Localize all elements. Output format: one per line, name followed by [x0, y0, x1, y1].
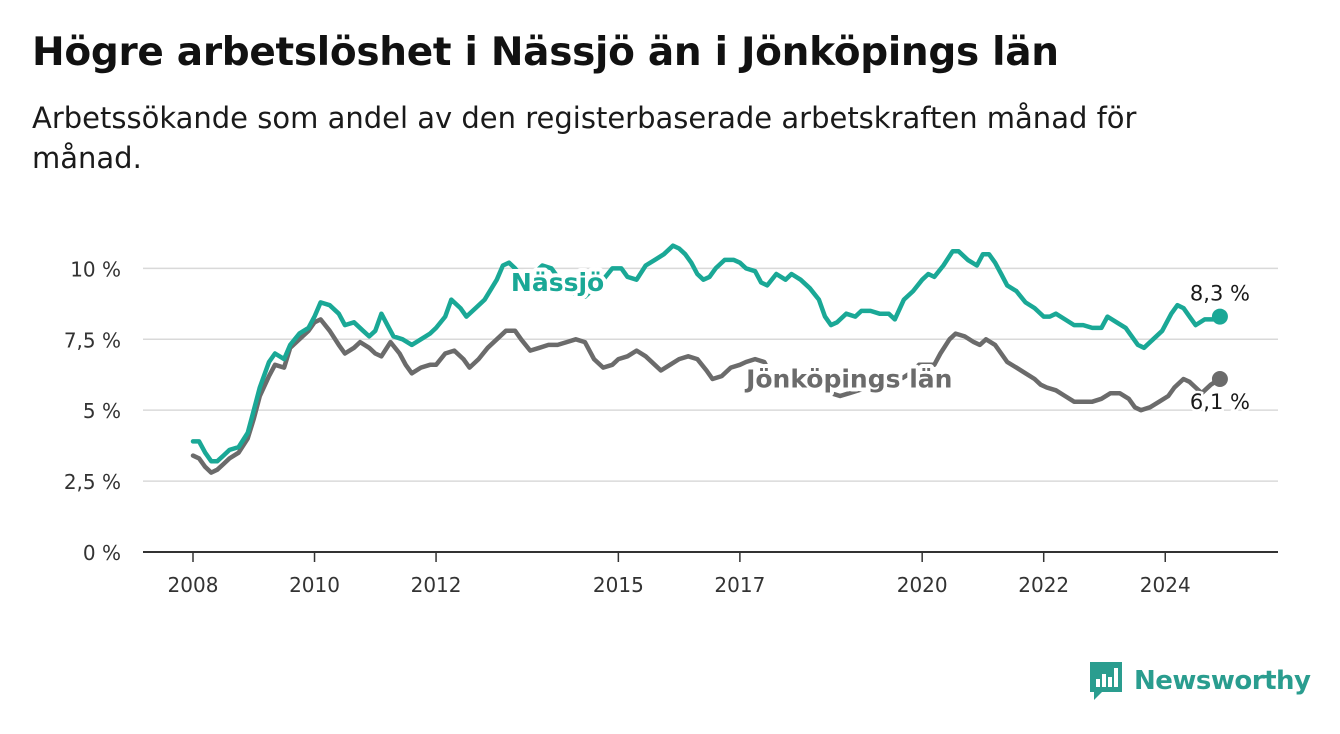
- x-tick-label: 2015: [593, 573, 644, 597]
- gridlines: [143, 267, 1278, 553]
- x-tick-label: 2010: [289, 573, 340, 597]
- brand-name: Newsworthy: [1134, 666, 1311, 696]
- y-axis-ticks: 0 % 2,5 % 5 % 7,5 % 10 %: [64, 257, 121, 565]
- x-tick-label: 2012: [411, 573, 462, 597]
- x-tick-label: 2022: [1018, 573, 1069, 597]
- series-name-label: Nässjö: [511, 268, 604, 297]
- series-lines: [190, 243, 1228, 475]
- x-tick-label: 2008: [168, 573, 219, 597]
- end-value-label: 8,3 %: [1190, 282, 1250, 306]
- endpoint-marker-nassjo: [1211, 308, 1228, 325]
- y-tick-label: 2,5 %: [64, 470, 121, 494]
- x-axis-ticks: 2008 2010 2012 2015 2017 2020 2022 2024: [168, 552, 1191, 597]
- endpoint-marker-jonkopings-lan: [1211, 370, 1228, 387]
- chart-title: Högre arbetslöshet i Nässjö än i Jönköpi…: [32, 30, 1059, 75]
- end-value-label: 6,1 %: [1190, 390, 1250, 414]
- series-line-nassjo: [190, 243, 1223, 464]
- bar-chart-speech-icon: [1090, 662, 1122, 700]
- series-labels: 8,3 % 6,1 % Nässjö Jönköpings län: [507, 264, 1253, 416]
- series-line-jonkopings-lan: [190, 317, 1223, 475]
- y-tick-label: 5 %: [83, 399, 121, 423]
- newsworthy-logo: Newsworthy: [1088, 660, 1311, 702]
- x-tick-label: 2020: [897, 573, 948, 597]
- y-tick-label: 10 %: [70, 257, 121, 281]
- series-name-label: Jönköpings län: [744, 364, 952, 393]
- y-tick-label: 0 %: [83, 541, 121, 565]
- y-tick-label: 7,5 %: [64, 328, 121, 352]
- x-tick-label: 2024: [1140, 573, 1191, 597]
- chart-subtitle: Arbetssökande som andel av den registerb…: [32, 101, 1137, 175]
- x-tick-label: 2017: [714, 573, 765, 597]
